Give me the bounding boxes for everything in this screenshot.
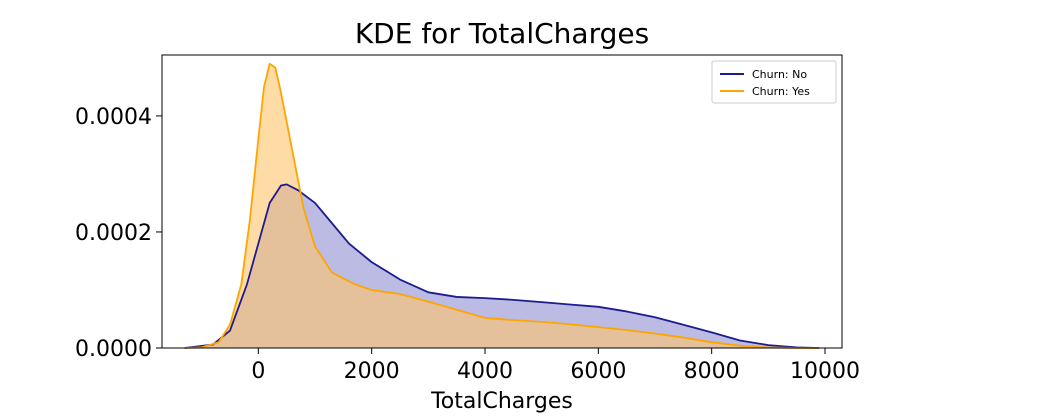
legend-label: Churn: No [752,68,807,81]
legend-items: Churn: No Churn: Yes [720,68,810,98]
x-tick-label: 0 [251,359,265,384]
legend: Churn: No Churn: Yes [711,60,837,104]
y-tick-label: 0.0000 [75,337,152,362]
y-axis-ticks: 0.0000 0.0002 0.0004 [75,105,162,362]
x-tick-label: 4000 [457,359,513,384]
x-axis-ticks: 0 2000 4000 6000 8000 10000 [251,348,860,384]
series-1-area [184,63,820,348]
chart-title: KDE for TotalCharges [355,17,649,50]
series-0-line [184,183,820,349]
legend-box [711,60,837,104]
x-tick-label: 10000 [790,359,860,384]
x-tick-label: 2000 [344,359,400,384]
y-tick-label: 0.0004 [75,105,152,130]
x-tick-label: 6000 [570,359,626,384]
x-axis-title: TotalCharges [430,389,573,414]
plot-frame [161,54,843,349]
series-1-line [184,62,820,349]
legend-label: Churn: Yes [752,85,810,98]
series-group [184,62,820,349]
y-tick-label: 0.0002 [75,221,152,246]
x-tick-label: 8000 [684,359,740,384]
